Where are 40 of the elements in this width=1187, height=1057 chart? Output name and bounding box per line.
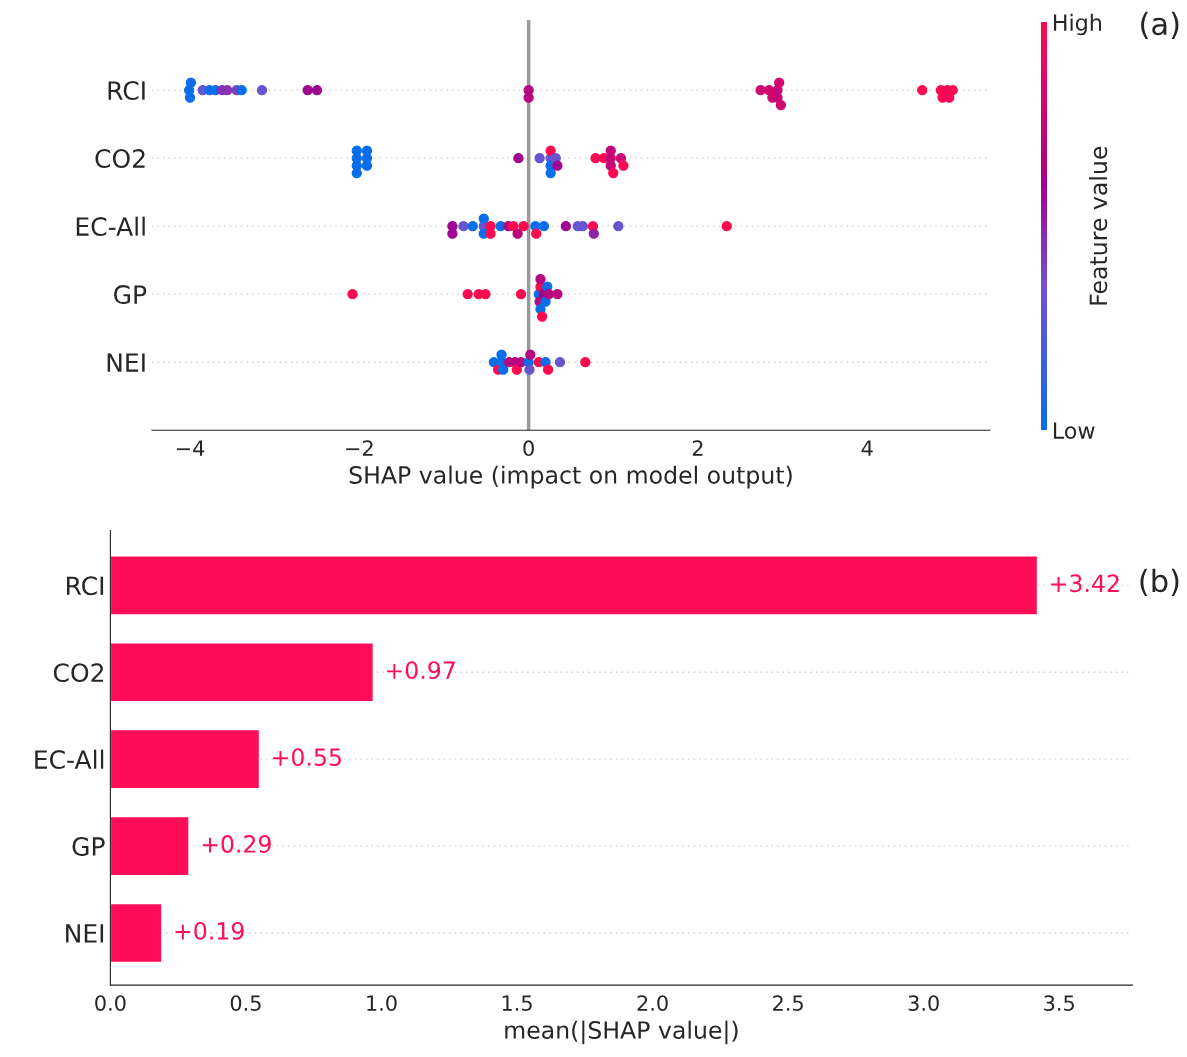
y-tick-label: CO2 <box>53 663 104 683</box>
data-label: +0.29 <box>202 835 271 853</box>
y-tick-label: CO2 <box>95 149 145 168</box>
text: (a) <box>1141 11 1179 39</box>
x-tick-label: 1.5 <box>502 995 532 1011</box>
data-label: +0.55 <box>273 748 341 767</box>
y-tick-label: RCI <box>67 576 104 596</box>
bar <box>110 642 375 703</box>
color-bar-label: High <box>1053 13 1101 36</box>
x-axis-title: mean(|SHAP value|) <box>505 1020 738 1045</box>
y-tick-label: GP <box>114 285 147 305</box>
x-tick-label: 0 <box>523 440 534 457</box>
bar <box>110 555 1039 616</box>
color-bar-label: Low <box>1053 422 1095 439</box>
x-tick-label: 2 <box>692 440 703 456</box>
x-tick-label: 0.5 <box>230 995 261 1011</box>
bar <box>110 902 163 964</box>
x-tick-label: 2.0 <box>637 995 668 1011</box>
x-tick-label: −2 <box>346 440 373 456</box>
color-bar-title: Feature value <box>1088 146 1108 305</box>
x-axis-title: SHAP value (impact on model output) <box>349 465 792 489</box>
data-label: +0.97 <box>386 661 455 680</box>
x-tick-label: 4 <box>861 440 873 456</box>
x-tick-label: 2.5 <box>773 995 803 1011</box>
data-label: +3.42 <box>1051 574 1119 593</box>
y-tick-label: GP <box>72 837 105 856</box>
x-tick-label: 3.5 <box>1044 995 1074 1011</box>
bar <box>110 728 261 790</box>
x-tick-label: −4 <box>176 440 205 456</box>
y-tick-label: NEI <box>107 353 145 372</box>
x-tick-label: 1.0 <box>367 995 397 1011</box>
y-tick-label: NEI <box>66 924 104 943</box>
x-tick-label: 0.0 <box>95 995 126 1011</box>
text: (b) <box>1140 568 1179 596</box>
data-label: +0.19 <box>175 921 244 940</box>
y-tick-label: EC-All <box>76 216 145 237</box>
y-tick-label: EC-All <box>35 749 104 770</box>
bar <box>110 815 190 877</box>
y-tick-label: RCI <box>108 81 145 100</box>
x-tick-label: 3.0 <box>908 995 939 1011</box>
